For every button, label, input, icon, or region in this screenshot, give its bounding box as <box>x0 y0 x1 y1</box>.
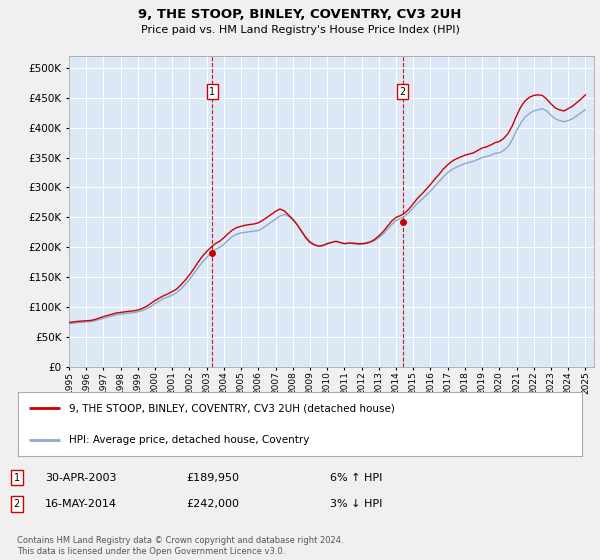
Text: 1: 1 <box>14 473 20 483</box>
Text: Price paid vs. HM Land Registry's House Price Index (HPI): Price paid vs. HM Land Registry's House … <box>140 25 460 35</box>
Text: £242,000: £242,000 <box>186 499 239 509</box>
Text: 1: 1 <box>209 87 215 97</box>
Text: Contains HM Land Registry data © Crown copyright and database right 2024.
This d: Contains HM Land Registry data © Crown c… <box>17 536 343 556</box>
Text: 2: 2 <box>400 87 406 97</box>
Text: 9, THE STOOP, BINLEY, COVENTRY, CV3 2UH (detached house): 9, THE STOOP, BINLEY, COVENTRY, CV3 2UH … <box>69 403 395 413</box>
Text: 2: 2 <box>14 499 20 509</box>
Text: 9, THE STOOP, BINLEY, COVENTRY, CV3 2UH: 9, THE STOOP, BINLEY, COVENTRY, CV3 2UH <box>139 8 461 21</box>
Text: 3% ↓ HPI: 3% ↓ HPI <box>330 499 382 509</box>
Text: HPI: Average price, detached house, Coventry: HPI: Average price, detached house, Cove… <box>69 435 309 445</box>
Text: 16-MAY-2014: 16-MAY-2014 <box>45 499 117 509</box>
Text: 30-APR-2003: 30-APR-2003 <box>45 473 116 483</box>
Text: 6% ↑ HPI: 6% ↑ HPI <box>330 473 382 483</box>
Text: £189,950: £189,950 <box>186 473 239 483</box>
